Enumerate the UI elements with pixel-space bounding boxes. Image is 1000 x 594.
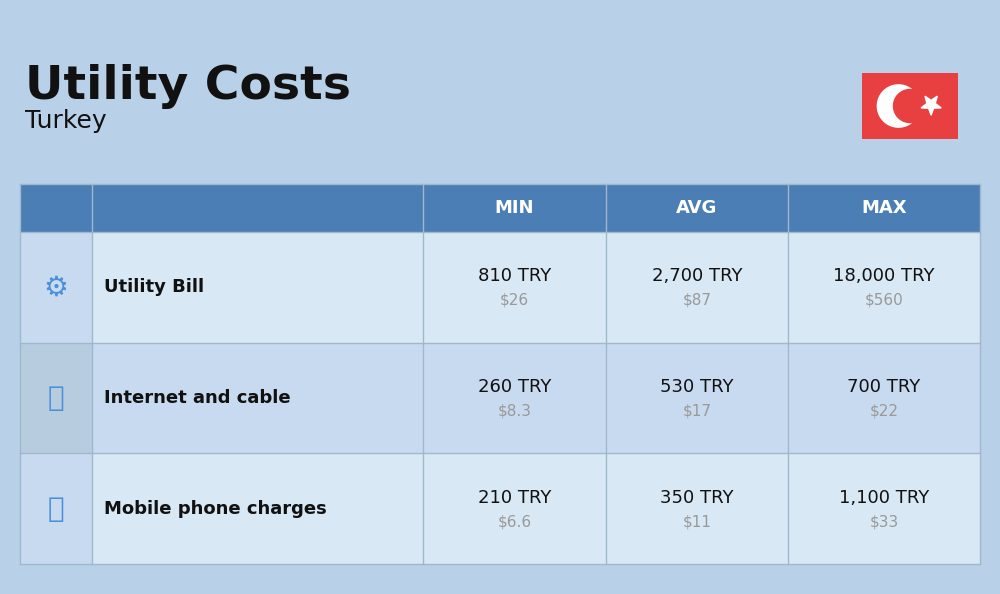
Polygon shape [921,96,941,115]
Polygon shape [877,85,920,127]
Text: $22: $22 [870,403,898,419]
Text: $87: $87 [682,293,711,308]
Bar [862,73,958,139]
Text: 350 TRY: 350 TRY [660,489,734,507]
Text: 18,000 TRY: 18,000 TRY [833,267,935,285]
Bar [20,184,92,232]
Text: 810 TRY: 810 TRY [478,267,551,285]
Bar [606,453,788,564]
Bar [606,184,788,232]
Bar [423,343,606,453]
Text: $6.6: $6.6 [497,514,531,529]
Bar [788,184,980,232]
Text: Utility Costs: Utility Costs [25,64,351,109]
Text: ⚙️: ⚙️ [44,273,68,301]
Text: $17: $17 [682,403,711,419]
Text: MAX: MAX [861,199,907,217]
Text: 210 TRY: 210 TRY [478,489,551,507]
Bar [606,232,788,343]
Text: Turkey: Turkey [25,109,107,133]
Text: 📶: 📶 [48,384,64,412]
Bar [92,453,423,564]
Bar [92,343,423,453]
Polygon shape [894,90,926,122]
Text: $33: $33 [869,514,899,529]
Text: 700 TRY: 700 TRY [847,378,921,396]
Bar [788,232,980,343]
Bar [606,343,788,453]
Text: Utility Bill: Utility Bill [104,279,204,296]
Text: 2,700 TRY: 2,700 TRY [652,267,742,285]
Text: $8.3: $8.3 [497,403,531,419]
Text: 260 TRY: 260 TRY [478,378,551,396]
Bar [423,232,606,343]
Text: AVG: AVG [676,199,717,217]
Text: 1,100 TRY: 1,100 TRY [839,489,929,507]
Text: Mobile phone charges: Mobile phone charges [104,500,327,517]
Text: Internet and cable: Internet and cable [104,389,291,407]
Bar [92,184,423,232]
Text: $11: $11 [682,514,711,529]
Bar [788,453,980,564]
Bar [20,232,92,343]
Bar [20,453,92,564]
Text: MIN: MIN [495,199,534,217]
Bar [423,453,606,564]
Text: 530 TRY: 530 TRY [660,378,734,396]
Text: 📱: 📱 [48,495,64,523]
Bar [20,343,92,453]
Text: $26: $26 [500,293,529,308]
Bar [423,184,606,232]
Bar [788,343,980,453]
Text: $560: $560 [865,293,903,308]
Bar [92,232,423,343]
